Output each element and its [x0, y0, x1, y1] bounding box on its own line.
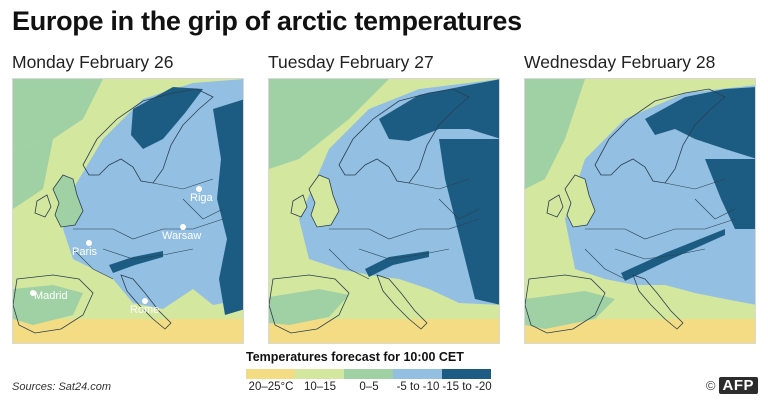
city-marker-paris [86, 240, 92, 246]
legend-swatch-0-5 [344, 369, 393, 379]
copyright-icon: © [705, 378, 716, 393]
legend-swatch-20-25 [246, 369, 295, 379]
city-marker-rome [142, 298, 148, 304]
map-wednesday [524, 78, 756, 344]
legend-swatch-minus15-minus20 [442, 369, 491, 379]
map-date-monday: Monday February 26 [12, 52, 174, 72]
afp-credit: © AFP [706, 377, 758, 394]
map-date-tuesday: Tuesday February 27 [268, 52, 434, 72]
page-title: Europe in the grip of arctic temperature… [12, 6, 522, 36]
city-marker-riga [196, 186, 202, 192]
map-date-wednesday: Wednesday February 28 [524, 52, 716, 72]
legend-label-0-5: 0–5 [359, 381, 379, 393]
legend-title: Temperatures forecast for 10:00 CET [246, 350, 464, 364]
legend-swatch-minus5-minus10 [393, 369, 442, 379]
legend-label-10-15: 10–15 [304, 381, 336, 393]
city-marker-warsaw [180, 224, 186, 230]
city-marker-madrid [30, 290, 36, 296]
map-tuesday [268, 78, 500, 344]
afp-logo: AFP [718, 377, 758, 394]
legend-label-minus5-minus10: -5 to -10 [396, 381, 440, 393]
legend-label-20-25: 20–25°C [248, 381, 294, 393]
map-monday [12, 78, 244, 344]
legend-swatch-10-15 [295, 369, 344, 379]
legend-label-minus15-minus20: -15 to -20 [442, 381, 492, 393]
sources-note: Sources: Sat24.com [12, 381, 112, 393]
legend-scale [246, 369, 491, 379]
